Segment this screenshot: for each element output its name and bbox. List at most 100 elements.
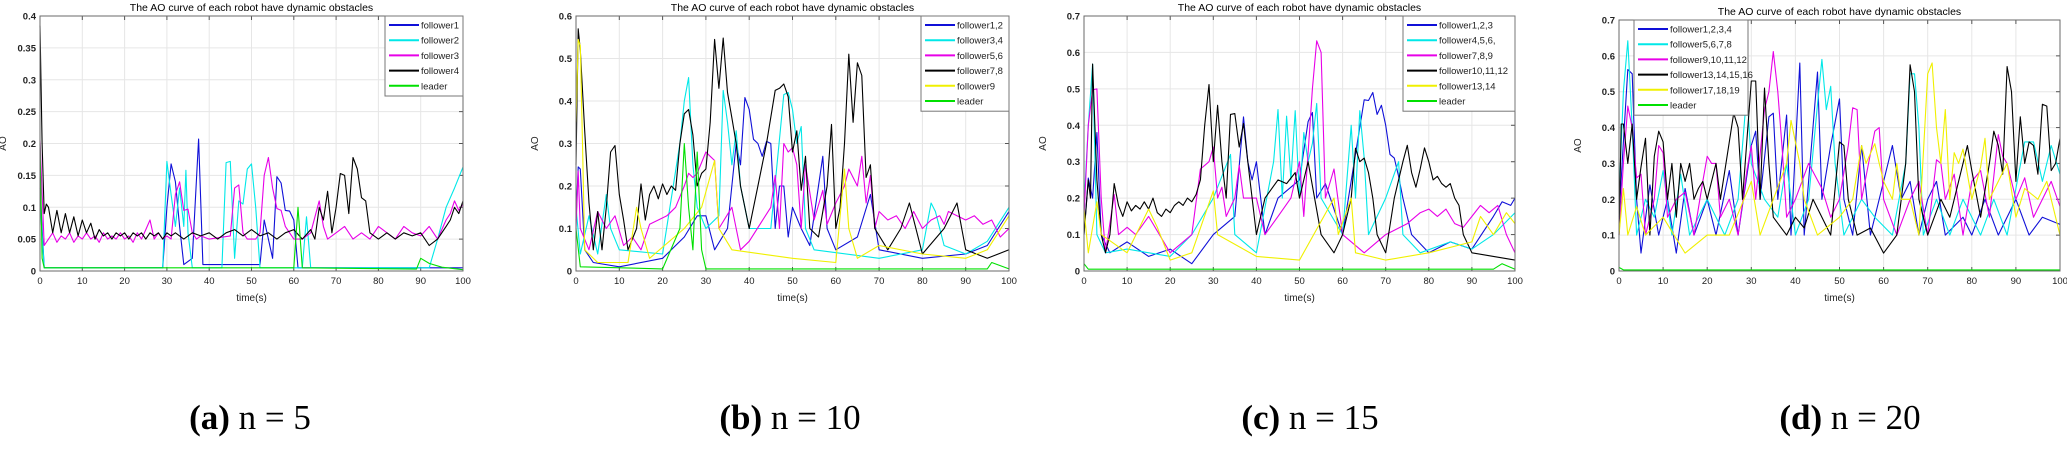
series-line-follower9: [575, 38, 1010, 264]
y-tick-label: 0.4: [1067, 121, 1081, 132]
caption-d: (d) n = 20: [1700, 398, 2000, 438]
legend-item: follower3: [389, 51, 459, 62]
legend: follower1,2 follower3,4 follower5,6 followe…: [920, 15, 1010, 112]
y-tick-label: 0.25: [18, 107, 37, 118]
axes-box: [575, 15, 1010, 272]
y-tick-label: 0.6: [1602, 51, 1615, 62]
chart-panel-d: The AO curve of each robot have dynamic …: [1560, 0, 2067, 330]
x-axis-label: time(s): [1824, 293, 1855, 304]
caption-b-text: n = 10: [770, 398, 861, 437]
y-tick-label: 0.5: [559, 54, 573, 65]
legend: follower1,2,3,4 follower5,6,7,8 follower9,…: [1633, 19, 1753, 116]
caption-a-label: (a): [189, 398, 230, 437]
legend: follower1 follower2 follower3 follower4 lead…: [384, 15, 464, 97]
x-tick-label: 100: [1507, 276, 1523, 287]
series-line-follower1-2-3-4: [1618, 62, 2061, 254]
series-line-follower3-4: [575, 77, 1010, 259]
legend-label: follower5,6,7,8: [1670, 40, 1732, 51]
caption-a-text: n = 5: [238, 398, 311, 437]
legend-item: follower5,6: [925, 51, 1003, 62]
y-tick-label: 0.15: [18, 171, 37, 182]
series-line-leader: [1083, 263, 1516, 270]
legend-box: [920, 15, 1010, 112]
legend-box: [1402, 15, 1516, 112]
x-tick-label: 90: [1467, 276, 1478, 287]
x-tick-label: 20: [657, 276, 668, 287]
legend-label: leader: [1670, 101, 1696, 112]
caption-c: (c) n = 15: [1160, 398, 1460, 438]
series-line-follower13-14-15-16: [1618, 64, 2061, 254]
y-tick-label: 0.2: [1602, 195, 1615, 206]
series-line-follower5-6: [575, 142, 1010, 251]
y-tick-label: 0.2: [559, 182, 572, 193]
x-tick-label: 30: [162, 276, 173, 287]
x-axis-label: time(s): [777, 293, 808, 304]
legend-label: follower9,10,11,12: [1670, 55, 1747, 66]
legend-label: follower1,2,3: [1439, 21, 1493, 32]
legend-label: follower9: [957, 81, 995, 92]
caption-b: (b) n = 10: [640, 398, 940, 438]
y-tick-label: 0.6: [559, 12, 572, 23]
x-tick-label: 30: [1746, 276, 1757, 287]
series-line-leader: [39, 143, 464, 271]
legend-label: follower10,11,12: [1439, 66, 1508, 77]
x-tick-label: 60: [1337, 276, 1348, 287]
x-tick-label: 10: [1658, 276, 1669, 287]
x-tick-label: 50: [787, 276, 798, 287]
legend-item: follower17,18,19: [1638, 85, 1740, 96]
series-group: [1618, 40, 2061, 271]
x-tick-label: 10: [77, 276, 88, 287]
series-line-follower1-2: [575, 97, 1010, 268]
y-axis-label: AO: [1038, 136, 1049, 151]
y-tick-label: 0.4: [23, 12, 37, 23]
x-tick-label: 50: [1834, 276, 1845, 287]
caption-d-text: n = 20: [1830, 398, 1921, 437]
y-tick-label: 0.3: [1602, 159, 1615, 170]
legend-item: leader: [389, 81, 447, 92]
series-line-follower17-18-19: [1618, 62, 2061, 254]
x-tick-label: 100: [2052, 276, 2067, 287]
x-tick-label: 100: [1001, 276, 1017, 287]
legend-label: follower5,6: [957, 51, 1003, 62]
x-tick-label: 40: [204, 276, 215, 287]
legend-label: follower2: [421, 36, 459, 47]
y-tick-label: 0.1: [559, 224, 573, 235]
series-line-leader: [1618, 266, 2060, 271]
y-tick-label: 0.35: [18, 43, 37, 54]
y-tick-label: 0.5: [1067, 84, 1081, 95]
y-tick-label: 0.1: [1067, 230, 1081, 241]
legend-label: leader: [1439, 97, 1465, 108]
legend-label: follower3: [421, 51, 459, 62]
y-tick-label: 0.6: [1067, 48, 1080, 59]
series-line-follower13-14: [1083, 190, 1516, 261]
y-axis-label: AO: [530, 136, 541, 151]
y-axis-label: AO: [0, 136, 9, 151]
x-tick-label: 80: [1424, 276, 1435, 287]
legend-label: follower4: [421, 66, 459, 77]
x-tick-label: 20: [1702, 276, 1713, 287]
legend-item: leader: [1407, 97, 1465, 108]
legend: follower1,2,3 follower4,5,6, follower7,8,9…: [1402, 15, 1516, 112]
series-line-follower1-2-3: [1083, 91, 1516, 265]
legend-item: follower7,8,9: [1407, 51, 1493, 62]
legend-label: follower13,14: [1439, 81, 1496, 92]
legend-item: follower9,10,11,12: [1638, 55, 1747, 66]
y-tick-label: 0.1: [1602, 231, 1616, 242]
x-tick-label: 50: [246, 276, 257, 287]
series-group: [575, 28, 1010, 270]
legend-item: follower4: [389, 66, 459, 77]
x-tick-label: 90: [960, 276, 971, 287]
x-tick-label: 20: [1165, 276, 1176, 287]
caption-b-label: (b): [719, 398, 763, 437]
x-tick-label: 30: [1208, 276, 1219, 287]
x-tick-label: 70: [1380, 276, 1391, 287]
legend-label: follower1,2,3,4: [1670, 25, 1732, 36]
chart-panel-a: The AO curve of each robot have dynamic …: [0, 0, 520, 330]
x-tick-label: 50: [1294, 276, 1305, 287]
chart-title: The AO curve of each robot have dynamic …: [1178, 2, 1421, 14]
y-tick-label: 0: [567, 267, 572, 278]
x-tick-label: 0: [1081, 276, 1086, 287]
x-tick-label: 70: [1922, 276, 1933, 287]
x-tick-label: 10: [1122, 276, 1133, 287]
y-tick-label: 0.2: [23, 139, 36, 150]
